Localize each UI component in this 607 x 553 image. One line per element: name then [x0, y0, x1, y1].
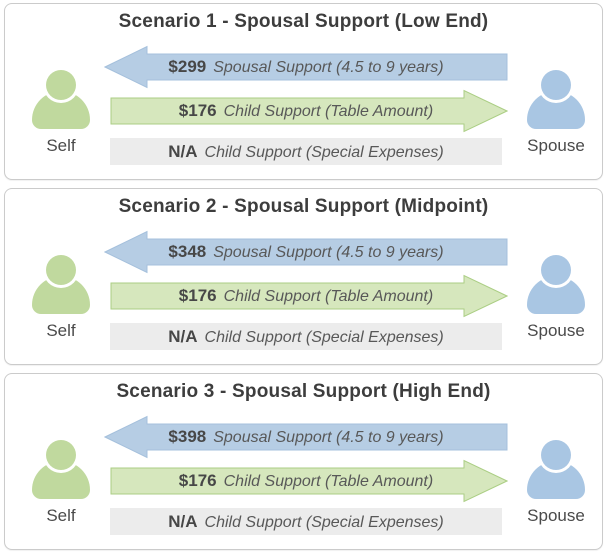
spousal-support-left-arrow-icon [104, 45, 508, 89]
self-person-icon [46, 440, 76, 470]
special-expenses-bar [110, 138, 502, 165]
spousal-support-left-arrow-icon [104, 415, 508, 459]
self-figure: Self [23, 440, 99, 526]
spouse-person-icon [541, 255, 571, 285]
self-label: Self [46, 321, 76, 340]
self-person-icon [46, 70, 76, 100]
support-rows: $398 Spousal Support (4.5 to 9 years) $17… [104, 415, 508, 549]
scenario-title: Scenario 1 - Spousal Support (Low End) [118, 11, 489, 32]
scenario-card-2: Scenario 2 - Spousal Support (Midpoint) … [4, 188, 603, 365]
spouse-person-icon [541, 70, 571, 100]
spouse-figure: Spouse [518, 255, 594, 341]
spousal-support-left-arrow-icon [104, 230, 508, 274]
spouse-label: Spouse [527, 506, 585, 525]
spouse-label: Spouse [527, 136, 585, 155]
self-label: Self [46, 506, 76, 525]
child-support-right-arrow-icon [110, 274, 508, 318]
special-expenses-bar [110, 323, 502, 350]
self-label: Self [46, 136, 76, 155]
support-rows: $299 Spousal Support (4.5 to 9 years) $17… [104, 45, 508, 179]
scenario-title: Scenario 3 - Spousal Support (High End) [116, 381, 491, 402]
scenario-card-1: Scenario 1 - Spousal Support (Low End) S… [4, 3, 603, 180]
self-figure: Self [23, 70, 99, 156]
spouse-figure: Spouse [518, 440, 594, 526]
scenario-card-3: Scenario 3 - Spousal Support (High End) … [4, 373, 603, 550]
child-support-right-arrow-icon [110, 89, 508, 133]
self-figure: Self [23, 255, 99, 341]
spouse-person-icon [541, 440, 571, 470]
support-rows: $348 Spousal Support (4.5 to 9 years) $17… [104, 230, 508, 364]
scenario-title: Scenario 2 - Spousal Support (Midpoint) [118, 196, 489, 217]
spouse-figure: Spouse [518, 70, 594, 156]
self-person-icon [46, 255, 76, 285]
spouse-label: Spouse [527, 321, 585, 340]
special-expenses-bar [110, 508, 502, 535]
child-support-right-arrow-icon [110, 459, 508, 503]
